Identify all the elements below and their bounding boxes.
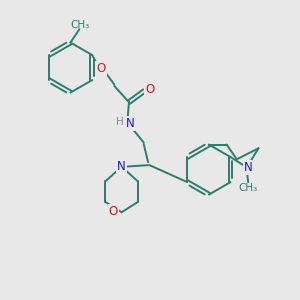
Text: CH₃: CH₃ xyxy=(238,183,258,193)
Text: O: O xyxy=(109,205,118,218)
Text: H: H xyxy=(116,117,124,127)
Text: N: N xyxy=(117,160,126,173)
Text: N: N xyxy=(125,117,134,130)
Text: CH₃: CH₃ xyxy=(70,20,89,30)
Text: N: N xyxy=(244,161,253,174)
Text: O: O xyxy=(145,83,154,96)
Text: O: O xyxy=(96,62,106,75)
